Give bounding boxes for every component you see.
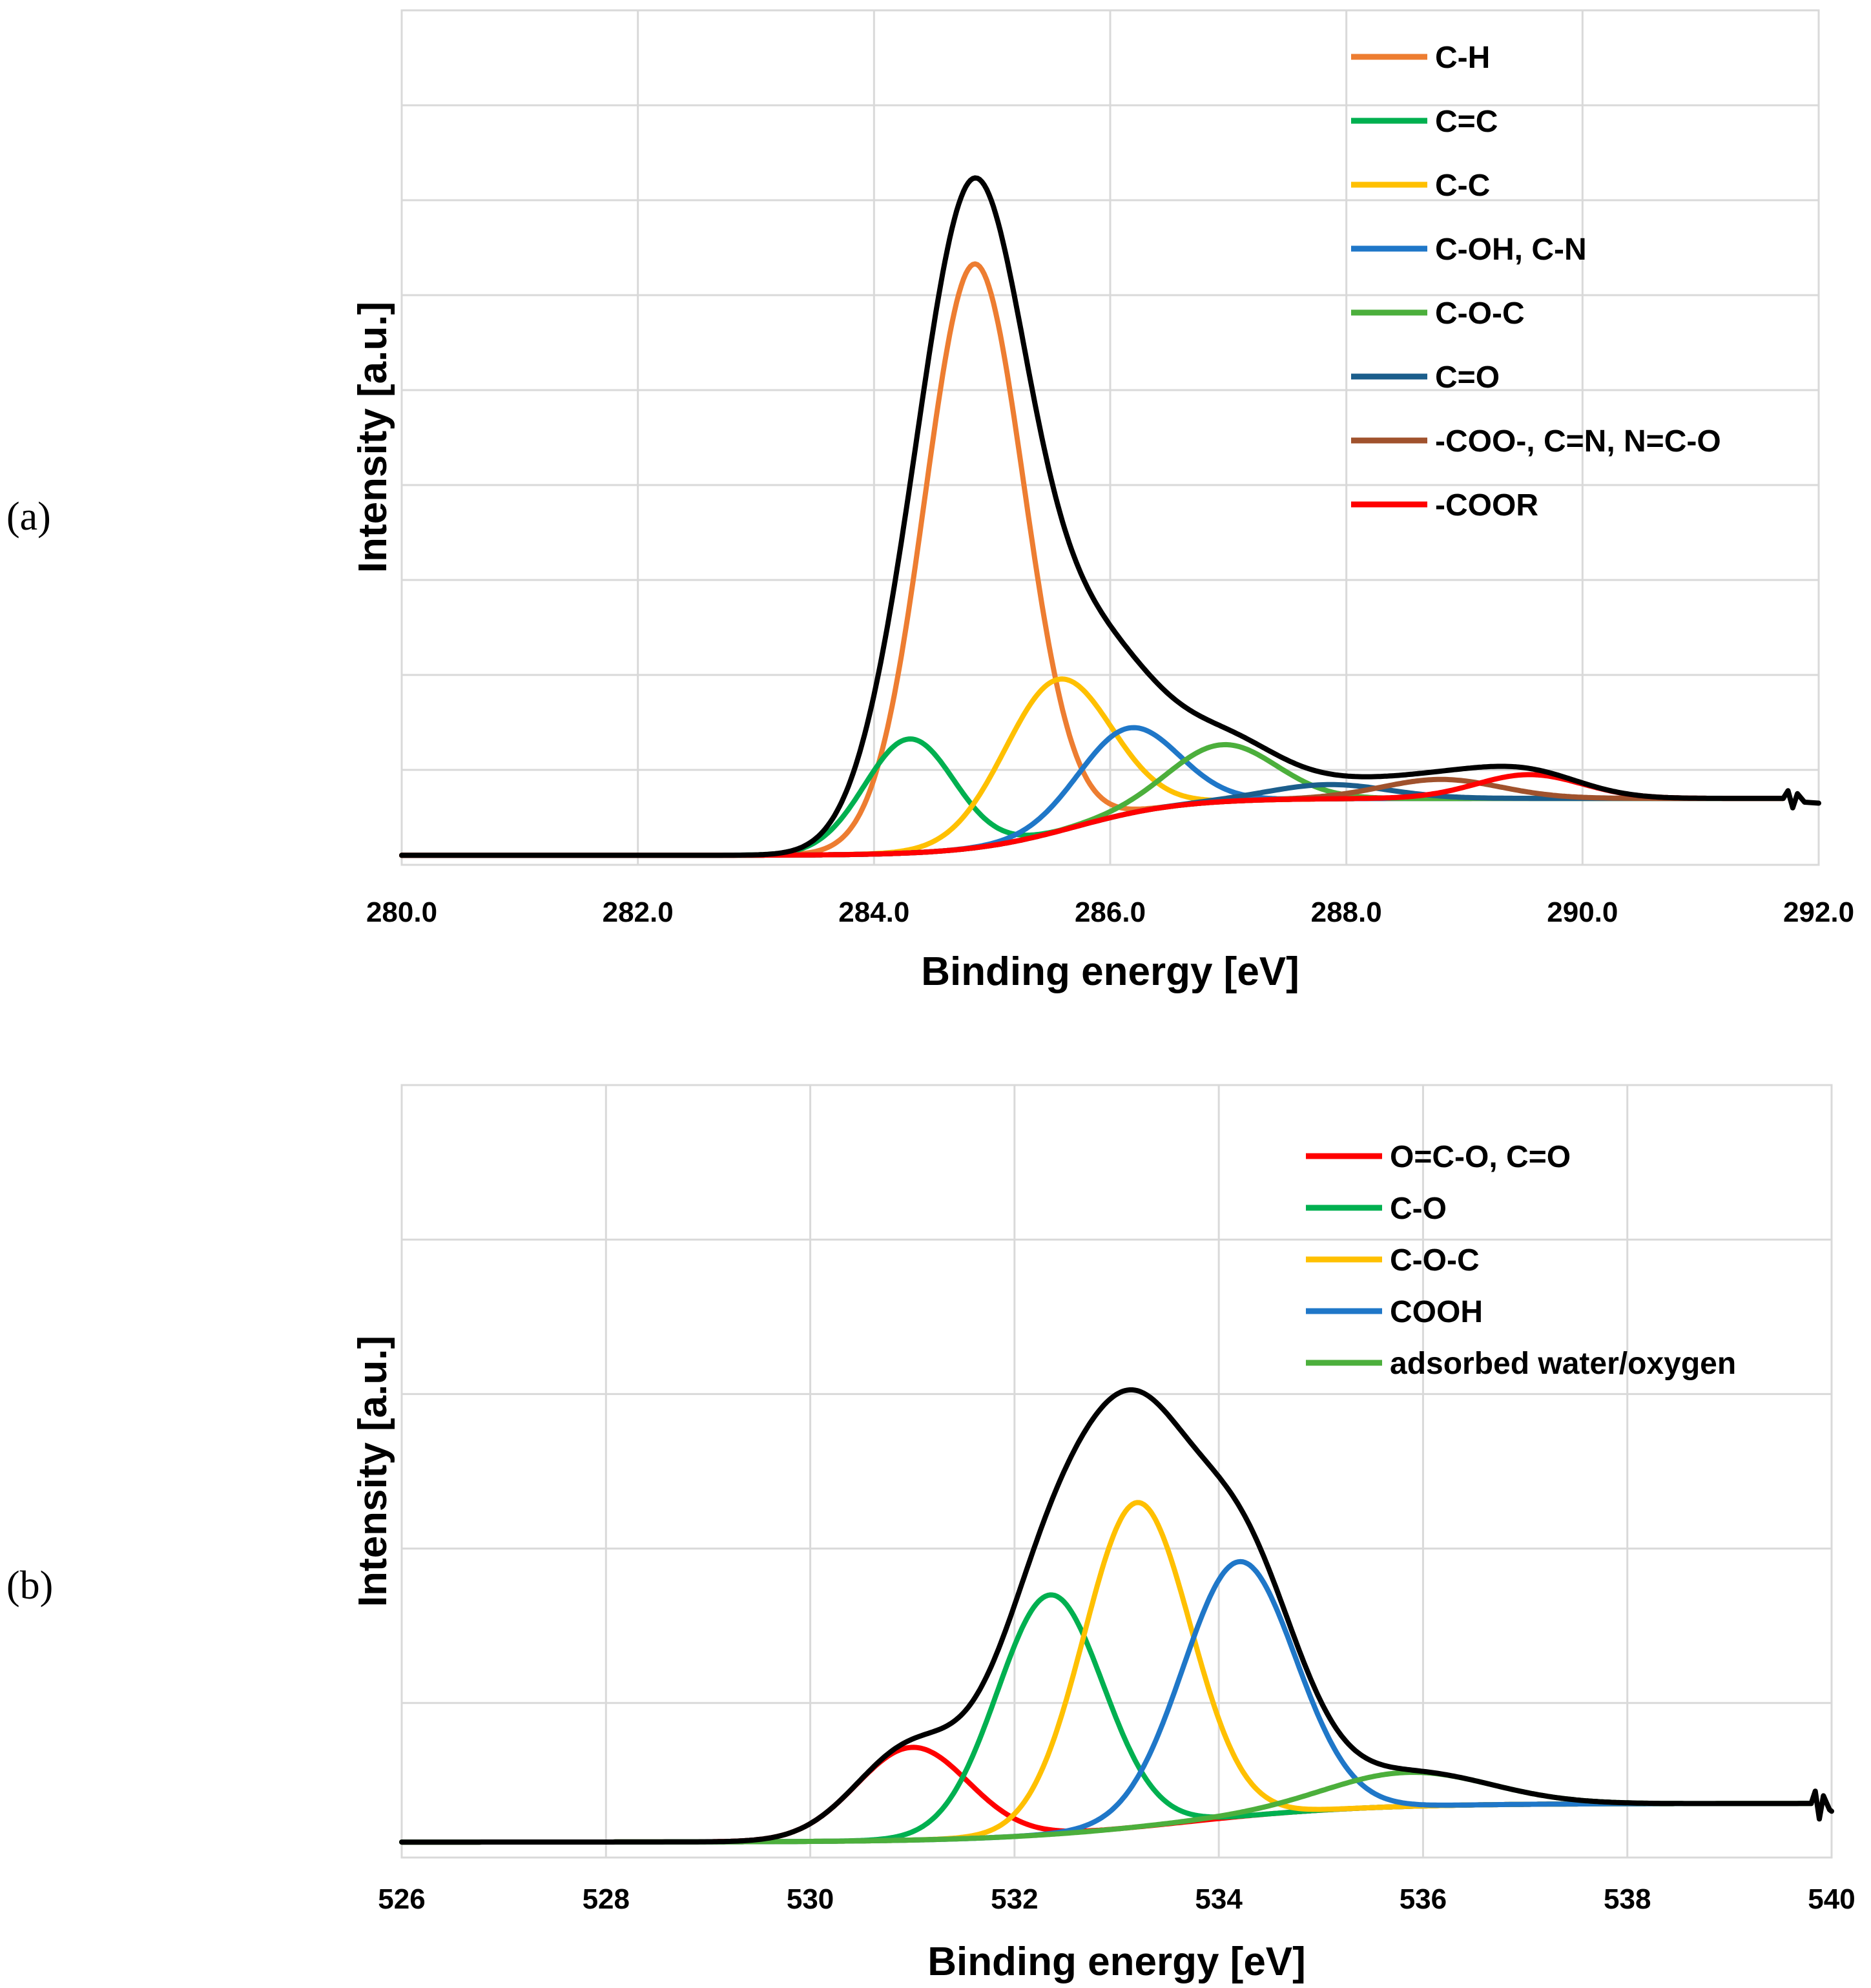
x-tick-label: 538 (1604, 1883, 1651, 1915)
series-envelope (399, 1387, 1834, 1845)
panel-b-label: (b) (6, 1564, 53, 1608)
x-tick-label: 288.0 (1311, 896, 1382, 928)
panel-a-curves (399, 175, 1821, 858)
x-tick-label: 286.0 (1075, 896, 1146, 928)
legend-label-coor: -COOR (1435, 488, 1538, 523)
x-tick-label: 528 (583, 1883, 630, 1915)
legend-label-c-c: C-C (1435, 169, 1490, 203)
legend-label-cooh: COOH (1390, 1295, 1483, 1329)
panel-b-x-ticks: 526 528 530 532 534 536 538 540 (378, 1883, 1855, 1915)
x-tick-label: 282.0 (603, 896, 674, 928)
panel-a-y-axis-title: Intensity [a.u.] (351, 302, 395, 573)
legend-label-c-o-c: C-O-C (1390, 1243, 1480, 1278)
panel-a-x-axis-title: Binding energy [eV] (921, 949, 1299, 994)
panel-b-y-axis-title: Intensity [a.u.] (351, 1336, 395, 1607)
legend-label-c-o: C=O (1435, 360, 1500, 395)
panel-a-x-ticks: 280.0 282.0 284.0 286.0 288.0 290.0 292.0 (366, 896, 1854, 928)
legend-label-coo-c-n-n-c-o: -COO-, C=N, N=C-O (1435, 424, 1721, 459)
panel-b-x-axis-title: Binding energy [eV] (927, 1940, 1306, 1984)
x-tick-label: 532 (991, 1883, 1038, 1915)
panel-b-curves (399, 1387, 1834, 1845)
panel-a-legend: C-H C=C C-C C-OH, C-N C-O-C C=O -COO-, C=N, N=… (1351, 41, 1721, 523)
x-tick-label: 292.0 (1783, 896, 1854, 928)
x-tick-label: 280.0 (366, 896, 437, 928)
x-tick-label: 290.0 (1547, 896, 1618, 928)
panel-a-grid (402, 10, 1819, 865)
legend-label-o-c-o-c-o: O=C-O, C=O (1390, 1140, 1571, 1174)
panel-b-legend: O=C-O, C=O C-O C-O-C COOH adsorbed water/oxy… (1306, 1140, 1736, 1381)
legend-label-c-o: C-O (1390, 1192, 1447, 1226)
x-tick-label: 526 (378, 1883, 425, 1915)
series-envelope (399, 175, 1821, 858)
panel-a-label: (a) (6, 495, 51, 539)
legend-label-c-oh-c-n: C-OH, C-N (1435, 233, 1587, 267)
legend-label-c-c: C=C (1435, 105, 1498, 139)
legend-label-c-o-c: C-O-C (1435, 296, 1525, 331)
x-tick-label: 534 (1195, 1883, 1243, 1915)
panel-a: (a) 280.0 282.0 284.0 286.0 288.0 290.0 292.0 … (6, 9, 1854, 994)
x-tick-label: 540 (1808, 1883, 1855, 1915)
panel-b-plot-area (400, 1084, 1833, 1859)
legend-label-c-h: C-H (1435, 41, 1490, 75)
panel-b-grid (402, 1085, 1832, 1858)
panel-b: (b) 526 528 530 532 534 536 538 540 Binding ene… (6, 1084, 1855, 1984)
legend-label-adsorbed-water-oxygen: adsorbed water/oxygen (1390, 1347, 1736, 1381)
x-tick-label: 530 (787, 1883, 834, 1915)
x-tick-label: 536 (1400, 1883, 1447, 1915)
x-tick-label: 284.0 (838, 896, 909, 928)
